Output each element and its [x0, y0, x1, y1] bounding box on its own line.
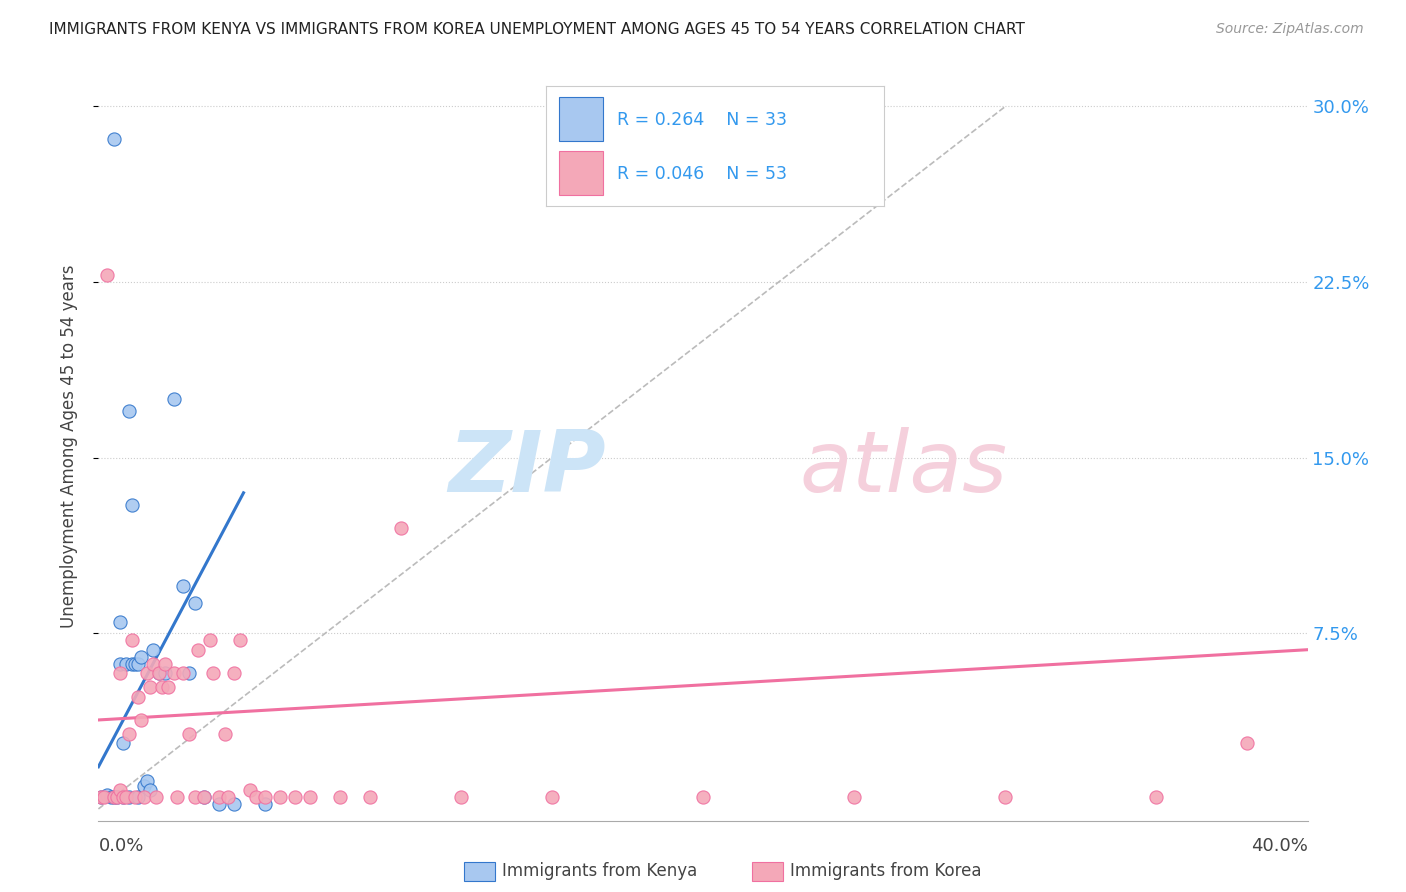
Point — [179, 666, 201, 681]
Point — [93, 790, 115, 805]
Point — [994, 790, 1017, 805]
Point — [148, 666, 170, 681]
Point — [111, 736, 134, 750]
Point — [145, 790, 167, 805]
Point — [103, 790, 125, 805]
Point — [135, 666, 157, 681]
Text: ZIP: ZIP — [449, 427, 606, 510]
Point — [172, 580, 194, 594]
Point — [118, 727, 141, 741]
Point — [153, 666, 176, 681]
Point — [172, 666, 194, 681]
Point — [96, 268, 118, 282]
Point — [179, 727, 201, 741]
Point — [108, 615, 131, 629]
Point — [121, 498, 143, 512]
Point — [253, 797, 276, 812]
Point — [118, 404, 141, 418]
Point — [108, 657, 131, 671]
Point — [208, 797, 231, 812]
Point — [224, 666, 246, 681]
Point — [299, 790, 322, 805]
Point — [124, 790, 146, 805]
Point — [269, 790, 291, 805]
Point — [540, 790, 562, 805]
Point — [193, 790, 215, 805]
Text: Source: ZipAtlas.com: Source: ZipAtlas.com — [1216, 22, 1364, 37]
Point — [124, 657, 146, 671]
Point — [139, 680, 162, 694]
Point — [111, 790, 134, 805]
Point — [148, 666, 170, 681]
Point — [132, 790, 155, 805]
Point — [239, 783, 262, 797]
Point — [105, 790, 128, 805]
Text: Immigrants from Korea: Immigrants from Korea — [790, 863, 981, 880]
Point — [844, 790, 866, 805]
Point — [193, 790, 215, 805]
Point — [360, 790, 382, 805]
Point — [114, 657, 136, 671]
Point — [132, 779, 155, 793]
Point — [114, 790, 136, 805]
Point — [184, 790, 207, 805]
Point — [118, 790, 141, 805]
Point — [90, 790, 112, 805]
Point — [229, 633, 252, 648]
Point — [105, 790, 128, 805]
Point — [156, 680, 179, 694]
Text: atlas: atlas — [800, 427, 1008, 510]
Point — [202, 666, 225, 681]
Point — [163, 392, 186, 407]
Point — [150, 680, 173, 694]
Text: IMMIGRANTS FROM KENYA VS IMMIGRANTS FROM KOREA UNEMPLOYMENT AMONG AGES 45 TO 54 : IMMIGRANTS FROM KENYA VS IMMIGRANTS FROM… — [49, 22, 1025, 37]
Text: Immigrants from Kenya: Immigrants from Kenya — [502, 863, 697, 880]
Point — [329, 790, 352, 805]
Point — [90, 790, 112, 805]
Point — [127, 790, 149, 805]
Point — [108, 783, 131, 797]
Point — [253, 790, 276, 805]
Point — [208, 790, 231, 805]
Point — [111, 790, 134, 805]
Point — [450, 790, 472, 805]
Point — [127, 690, 149, 704]
Point — [214, 727, 236, 741]
Point — [200, 633, 222, 648]
Point — [127, 657, 149, 671]
Point — [187, 642, 209, 657]
Point — [166, 790, 188, 805]
Point — [129, 713, 152, 727]
Point — [217, 790, 239, 805]
Text: 0.0%: 0.0% — [98, 838, 143, 855]
Point — [284, 790, 307, 805]
Point — [1236, 736, 1258, 750]
Point — [163, 666, 186, 681]
Point — [224, 797, 246, 812]
Point — [108, 666, 131, 681]
Point — [1144, 790, 1167, 805]
Point — [142, 642, 165, 657]
Point — [692, 790, 714, 805]
Point — [389, 521, 412, 535]
Text: 40.0%: 40.0% — [1251, 838, 1308, 855]
Point — [121, 633, 143, 648]
Point — [100, 790, 122, 805]
Point — [142, 657, 165, 671]
Point — [121, 657, 143, 671]
Point — [135, 773, 157, 788]
Point — [103, 790, 125, 805]
Point — [184, 596, 207, 610]
Point — [96, 788, 118, 802]
Y-axis label: Unemployment Among Ages 45 to 54 years: Unemployment Among Ages 45 to 54 years — [59, 264, 77, 628]
Point — [139, 783, 162, 797]
Point — [103, 132, 125, 146]
Point — [153, 657, 176, 671]
Point — [129, 649, 152, 664]
Point — [245, 790, 267, 805]
